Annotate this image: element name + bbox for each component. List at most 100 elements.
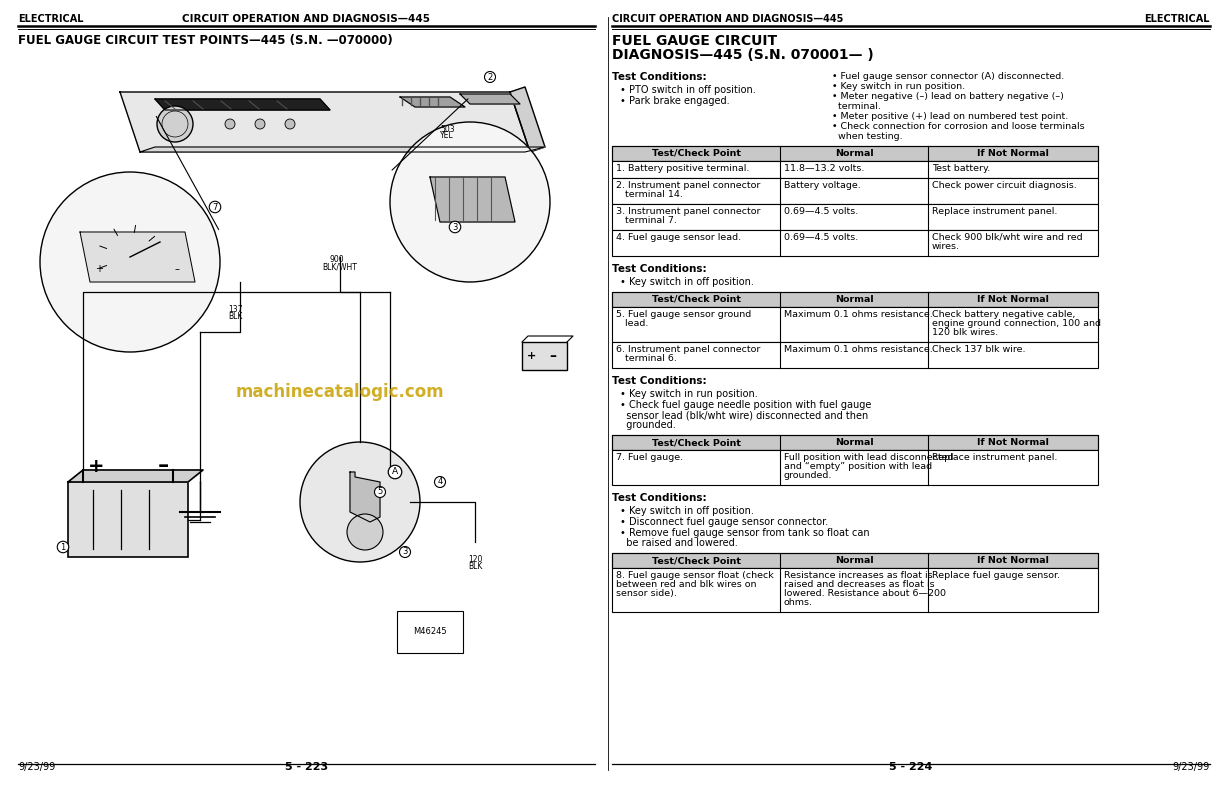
Text: Full position with lead disconnected: Full position with lead disconnected [785, 453, 953, 462]
Bar [612, 342, 1098, 368]
Bar [612, 146, 1098, 161]
Text: 3: 3 [403, 547, 408, 557]
Bar [612, 146, 1098, 161]
Text: Maximum 0.1 ohms resistance.: Maximum 0.1 ohms resistance. [785, 345, 933, 354]
Circle shape [255, 119, 266, 129]
Text: grounded.: grounded. [621, 420, 676, 430]
Text: 8. Fuel gauge sensor float (check: 8. Fuel gauge sensor float (check [616, 571, 774, 580]
Text: and “empty” position with lead: and “empty” position with lead [785, 462, 933, 471]
Text: 4. Fuel gauge sensor lead.: 4. Fuel gauge sensor lead. [616, 233, 741, 242]
Text: –: – [175, 264, 180, 274]
Text: 6. Instrument panel connector: 6. Instrument panel connector [616, 345, 760, 354]
Bar [612, 450, 1098, 485]
Bar [612, 161, 1098, 178]
Polygon shape [155, 99, 330, 110]
Polygon shape [510, 87, 545, 152]
Text: terminal 7.: terminal 7. [616, 216, 677, 225]
Text: 120: 120 [468, 555, 482, 564]
Text: 1: 1 [60, 543, 66, 551]
Text: 3. Instrument panel connector: 3. Instrument panel connector [616, 207, 760, 216]
Text: 1. Battery positive terminal.: 1. Battery positive terminal. [616, 164, 749, 173]
Text: • Meter negative (–) lead on battery negative (–): • Meter negative (–) lead on battery neg… [832, 92, 1064, 101]
Polygon shape [69, 470, 203, 482]
Text: M46245: M46245 [414, 627, 447, 637]
Text: 9/23/99: 9/23/99 [1173, 762, 1211, 772]
Text: 7. Fuel gauge.: 7. Fuel gauge. [616, 453, 683, 462]
Text: A: A [392, 467, 398, 477]
Text: terminal 14.: terminal 14. [616, 190, 683, 199]
Polygon shape [350, 472, 379, 522]
Text: DIAGNOSIS—445 (S.N. 070001— ): DIAGNOSIS—445 (S.N. 070001— ) [612, 48, 874, 62]
Text: Battery voltage.: Battery voltage. [785, 181, 860, 190]
Polygon shape [430, 177, 515, 222]
Polygon shape [80, 232, 195, 282]
Text: 503: 503 [439, 125, 454, 134]
Text: Test/Check Point: Test/Check Point [651, 295, 741, 304]
Polygon shape [120, 92, 530, 152]
Text: 137: 137 [228, 305, 242, 314]
Text: BLK/WHT: BLK/WHT [322, 262, 357, 271]
Text: engine ground connection, 100 and: engine ground connection, 100 and [931, 319, 1102, 328]
Text: • Key switch in off position.: • Key switch in off position. [621, 277, 754, 287]
Text: between red and blk wires on: between red and blk wires on [616, 580, 756, 589]
Text: Replace instrument panel.: Replace instrument panel. [931, 207, 1058, 216]
Text: lead.: lead. [616, 319, 649, 328]
Bar [612, 178, 1098, 204]
Text: Check battery negative cable,: Check battery negative cable, [931, 310, 1076, 319]
Bar [612, 553, 1098, 568]
Text: Normal: Normal [835, 149, 873, 158]
Text: • Key switch in off position.: • Key switch in off position. [621, 506, 754, 516]
Text: 0.69—4.5 volts.: 0.69—4.5 volts. [785, 233, 858, 242]
Polygon shape [460, 94, 520, 104]
Polygon shape [140, 147, 545, 152]
Bar [612, 435, 1098, 450]
Text: 5 - 224: 5 - 224 [890, 762, 933, 772]
Text: when testing.: when testing. [832, 132, 902, 141]
Bar [612, 292, 1098, 307]
Text: FUEL GAUGE CIRCUIT: FUEL GAUGE CIRCUIT [612, 34, 777, 48]
Text: • Key switch in run position.: • Key switch in run position. [621, 389, 758, 399]
Text: Replace fuel gauge sensor.: Replace fuel gauge sensor. [931, 571, 1060, 580]
Bar [612, 435, 1098, 450]
Text: • PTO switch in off position.: • PTO switch in off position. [621, 85, 755, 95]
Text: Test battery.: Test battery. [931, 164, 990, 173]
Text: BLK: BLK [468, 562, 482, 571]
Text: +: + [95, 264, 103, 274]
Text: 11.8—13.2 volts.: 11.8—13.2 volts. [785, 164, 864, 173]
Text: machinecatalogic.com: machinecatalogic.com [236, 383, 444, 401]
Text: Test Conditions:: Test Conditions: [612, 72, 706, 82]
Text: Test Conditions:: Test Conditions: [612, 376, 706, 386]
Circle shape [157, 106, 193, 142]
Text: lowered. Resistance about 6—200: lowered. Resistance about 6—200 [785, 589, 946, 598]
Text: • Disconnect fuel gauge sensor connector.: • Disconnect fuel gauge sensor connector… [621, 517, 829, 527]
Text: be raised and lowered.: be raised and lowered. [621, 538, 738, 548]
Text: Replace instrument panel.: Replace instrument panel. [931, 453, 1058, 462]
Text: 120 blk wires.: 120 blk wires. [931, 328, 998, 337]
Bar [612, 204, 1098, 230]
Text: 2. Instrument panel connector: 2. Instrument panel connector [616, 181, 760, 190]
Text: • Check fuel gauge needle position with fuel gauge: • Check fuel gauge needle position with … [621, 400, 871, 410]
Text: CIRCUIT OPERATION AND DIAGNOSIS—445: CIRCUIT OPERATION AND DIAGNOSIS—445 [612, 14, 843, 24]
Circle shape [40, 172, 220, 352]
Text: If Not Normal: If Not Normal [977, 556, 1049, 565]
Circle shape [346, 514, 383, 550]
Text: 900: 900 [330, 255, 345, 264]
Text: If Not Normal: If Not Normal [977, 438, 1049, 447]
Text: • Fuel gauge sensor connector (A) disconnected.: • Fuel gauge sensor connector (A) discon… [832, 72, 1064, 81]
Text: Normal: Normal [835, 295, 873, 304]
Text: ELECTRICAL: ELECTRICAL [1144, 14, 1211, 24]
Text: • Remove fuel gauge sensor from tank so float can: • Remove fuel gauge sensor from tank so … [621, 528, 869, 538]
Text: Test Conditions:: Test Conditions: [612, 264, 706, 274]
Text: Test/Check Point: Test/Check Point [651, 438, 741, 447]
Text: 4: 4 [437, 478, 443, 486]
Text: Test Conditions:: Test Conditions: [612, 493, 706, 503]
Text: sensor side).: sensor side). [616, 589, 677, 598]
Text: Check 137 blk wire.: Check 137 blk wire. [931, 345, 1026, 354]
Text: raised and decreases as float is: raised and decreases as float is [785, 580, 935, 589]
Text: Test/Check Point: Test/Check Point [651, 556, 741, 565]
Bar [612, 568, 1098, 612]
Text: 2: 2 [487, 73, 492, 82]
Circle shape [390, 122, 550, 282]
Text: Normal: Normal [835, 556, 873, 565]
Text: FUEL GAUGE CIRCUIT TEST POINTS—445 (S.N. —070000): FUEL GAUGE CIRCUIT TEST POINTS—445 (S.N.… [18, 34, 393, 47]
